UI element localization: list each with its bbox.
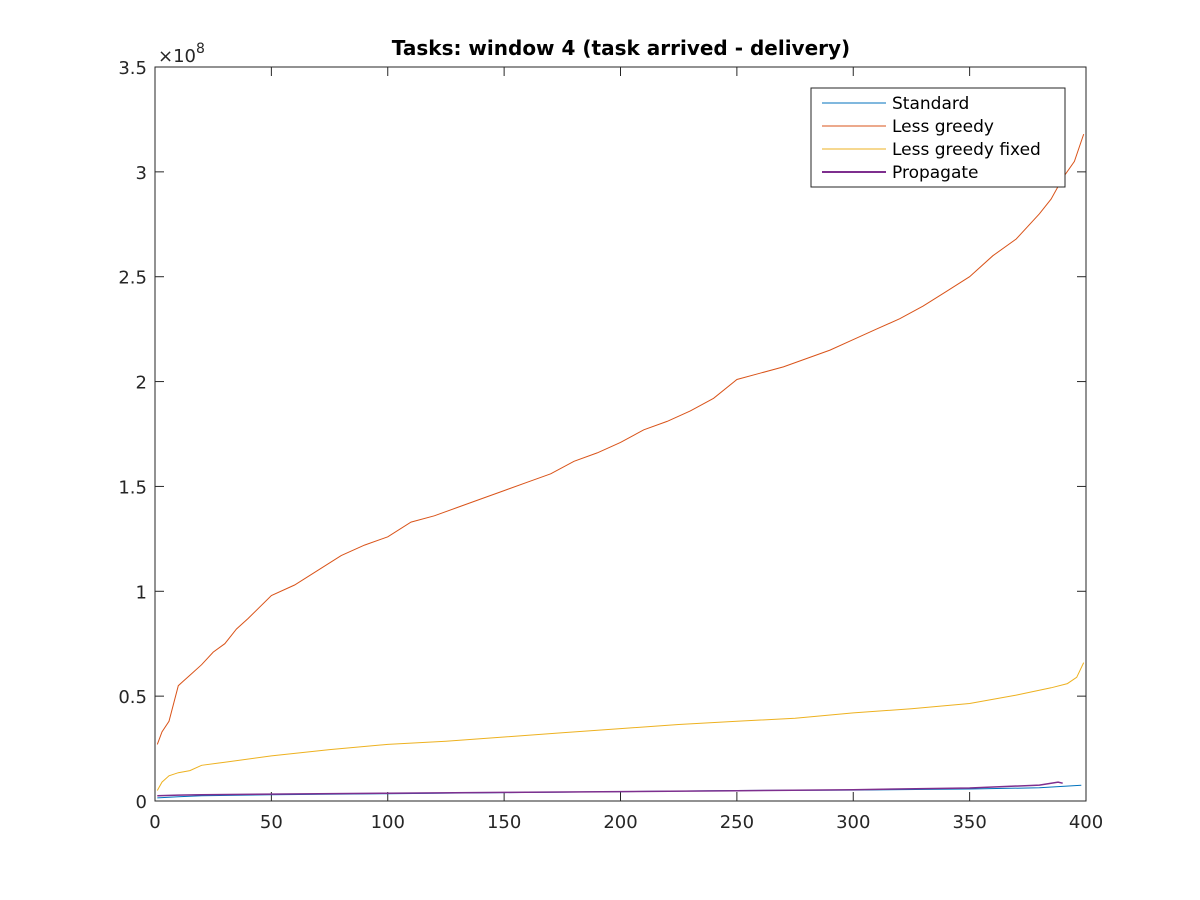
x-axis: 0 50 100 150 200 250 300 350 400 (149, 67, 1103, 833)
legend-label: Less greedy fixed (892, 140, 1041, 160)
y-exponent-base: ×10 (158, 46, 196, 67)
y-tick-label: 0 (136, 792, 147, 813)
series-layer (156, 133, 1085, 799)
y-tick-label: 1.5 (118, 477, 147, 498)
x-tick-label: 150 (487, 812, 521, 833)
series-line-less-greedy-fixed (156, 662, 1085, 791)
legend-label: Propagate (892, 163, 979, 183)
x-tick-label: 400 (1069, 812, 1103, 833)
y-tick-label: 3.5 (118, 58, 147, 79)
legend-label: Standard (892, 94, 969, 114)
x-tick-label: 250 (720, 812, 754, 833)
plot-area (154, 66, 1087, 802)
x-tick-label: 100 (371, 812, 405, 833)
x-tick-label: 300 (836, 812, 870, 833)
x-tick-label: 50 (260, 812, 283, 833)
y-tick-label: 0.5 (118, 687, 147, 708)
y-tick-label: 3 (136, 163, 147, 184)
legend: Standard Less greedy Less greedy fixed Prop… (810, 87, 1066, 188)
x-tick-label: 0 (149, 812, 160, 833)
legend-box (810, 87, 1066, 188)
y-axis: 0 0.5 1 1.5 2 2.5 3 3.5 (118, 58, 1086, 813)
series-line-propagate (157, 781, 1063, 797)
y-tick-label: 2 (136, 373, 147, 394)
y-exponent-power: 8 (196, 41, 205, 57)
series-line-less-greedy (156, 133, 1085, 745)
x-tick-label: 350 (952, 812, 986, 833)
chart-title: Tasks: window 4 (task arrived - delivery… (392, 36, 850, 60)
y-axis-exponent: ×108 (158, 41, 205, 67)
y-tick-label: 1 (136, 582, 147, 603)
legend-label: Less greedy (892, 117, 994, 137)
y-tick-label: 2.5 (118, 268, 147, 289)
x-tick-label: 200 (603, 812, 637, 833)
